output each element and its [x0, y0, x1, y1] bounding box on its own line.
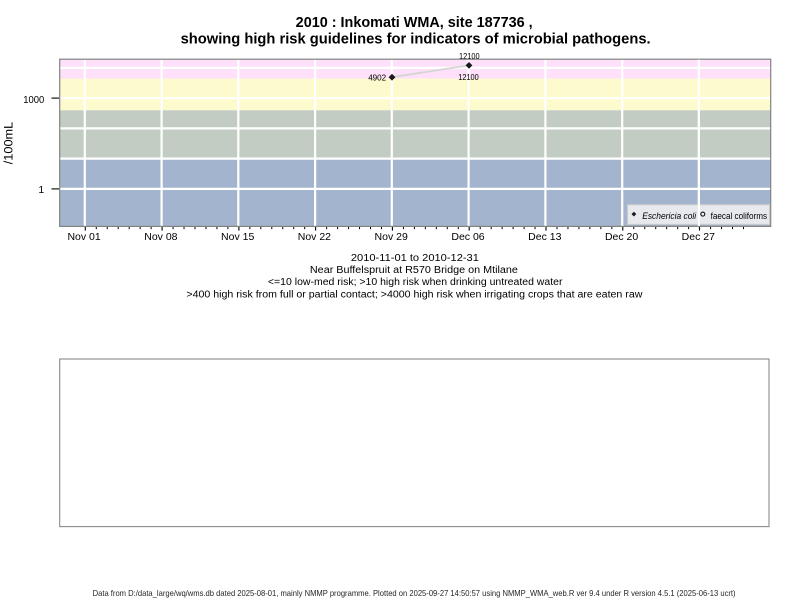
svg-text:Near Buffelspruit at R570 Brid: Near Buffelspruit at R570 Bridge on Mtil… — [310, 265, 518, 276]
svg-text:Nov 15: Nov 15 — [221, 231, 254, 243]
svg-text:Nov 01: Nov 01 — [67, 231, 100, 243]
svg-text:12100: 12100 — [458, 72, 479, 82]
svg-text:Nov 22: Nov 22 — [298, 231, 331, 243]
svg-text:Nov 29: Nov 29 — [375, 231, 408, 243]
svg-text:1: 1 — [38, 184, 44, 196]
svg-text:>400 high risk from full or pa: >400 high risk from full or partial cont… — [186, 289, 643, 300]
svg-text:1000: 1000 — [23, 94, 44, 106]
svg-text:4902: 4902 — [368, 72, 386, 82]
svg-text:2010-11-01 to 2010-12-31: 2010-11-01 to 2010-12-31 — [351, 253, 479, 264]
svg-text:Eschericia coli: Eschericia coli — [642, 211, 697, 221]
svg-text:Dec 20: Dec 20 — [605, 231, 638, 243]
svg-text:2010 : Inkomati WMA, site 1877: 2010 : Inkomati WMA, site 187736 , — [296, 15, 533, 31]
svg-text:Dec 06: Dec 06 — [451, 231, 484, 243]
svg-text:12100: 12100 — [459, 51, 480, 61]
svg-text:Dec 27: Dec 27 — [682, 231, 715, 243]
svg-text:Nov 08: Nov 08 — [144, 231, 177, 243]
svg-text:/100mL: /100mL — [2, 122, 16, 165]
svg-text:Dec 13: Dec 13 — [528, 231, 561, 243]
svg-text:<=10 low-med risk; >10 high ri: <=10 low-med risk; >10 high risk when dr… — [268, 277, 563, 288]
svg-text:faecal coliforms: faecal coliforms — [711, 211, 768, 221]
svg-text:showing high risk guidelines f: showing high risk guidelines for indicat… — [181, 32, 651, 48]
svg-text:Data from D:/data_large/wq/wms: Data from D:/data_large/wq/wms.db dated … — [93, 588, 736, 598]
